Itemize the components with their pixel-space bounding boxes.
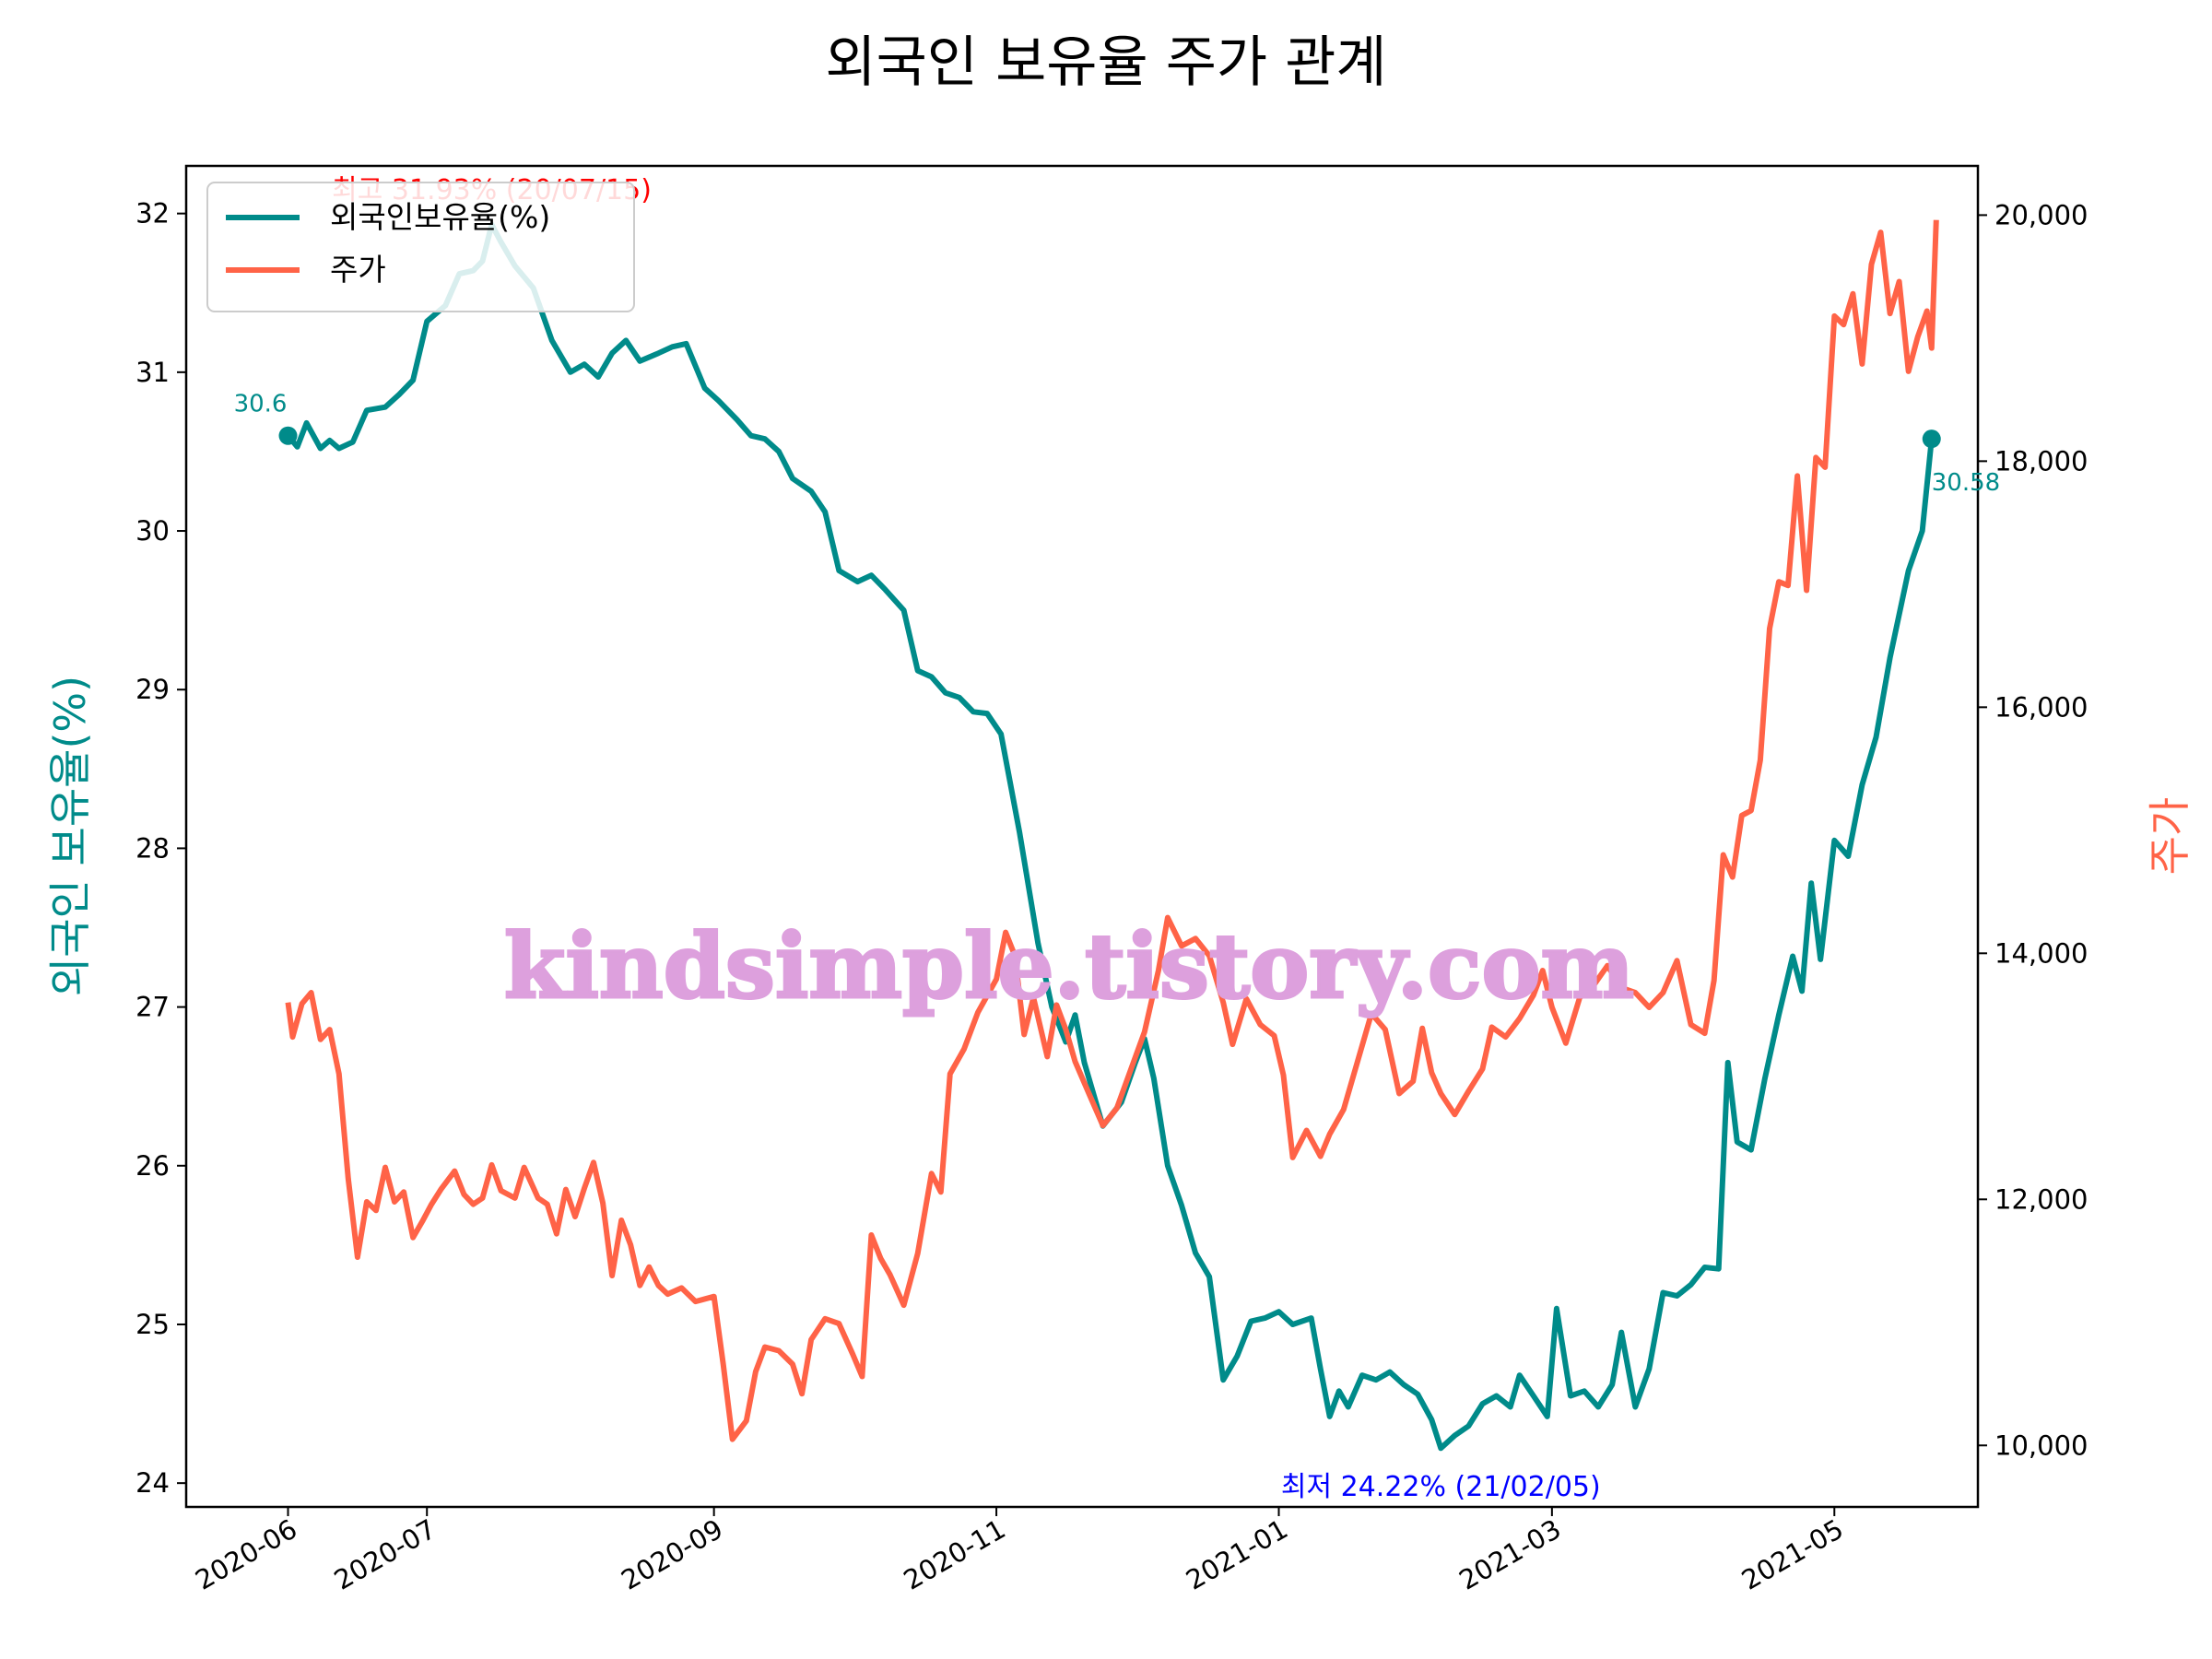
right-tick-label: 14,000 <box>1994 937 2088 969</box>
end-value-label: 30.58 <box>1932 469 2000 497</box>
left-y-axis-label: 외국인 보유율(%) <box>45 676 95 996</box>
series-lines <box>285 219 1939 1452</box>
left-tick-label: 24 <box>135 1467 170 1499</box>
left-tick-label: 27 <box>135 992 170 1023</box>
left-tick-label: 25 <box>135 1309 170 1340</box>
x-tick-label: 2020-07 <box>329 1513 441 1596</box>
legend-label-ownership: 외국인보유율(%) <box>330 199 550 235</box>
x-tick-label: 2020-06 <box>190 1513 302 1596</box>
left-tick-label: 29 <box>135 674 170 705</box>
start-value-label: 30.6 <box>234 391 288 418</box>
right-y-axis-label: 주가 <box>2145 797 2194 876</box>
x-tick-label: 2020-11 <box>899 1513 1011 1596</box>
x-tick-label: 2020-09 <box>616 1513 728 1596</box>
series-line-price <box>285 219 1939 1442</box>
chart-title: 외국인 보유율 주가 관계 <box>825 30 1386 95</box>
left-tick-label: 26 <box>135 1150 170 1182</box>
series-line-ownership <box>286 221 1935 1452</box>
right-tick-label: 12,000 <box>1994 1183 2088 1215</box>
x-tick-label: 2021-01 <box>1181 1513 1293 1596</box>
x-tick-label: 2021-03 <box>1453 1513 1566 1596</box>
watermark: kindsimple.tistory.com <box>504 914 1634 1018</box>
left-tick-label: 28 <box>135 832 170 864</box>
right-tick-label: 20,000 <box>1994 199 2088 230</box>
right-tick-label: 16,000 <box>1994 691 2088 723</box>
left-tick-label: 32 <box>135 198 170 229</box>
plot-area <box>285 219 1939 1452</box>
left-tick-label: 31 <box>135 357 170 388</box>
plot-frame <box>184 164 1980 1509</box>
x-axis: 2020-06 2020-07 2020-09 2020-11 2021-01 2021-… <box>190 1507 1849 1596</box>
legend: 외국인보유율(%) 주가 <box>206 182 635 312</box>
right-y-axis: 10,000 12,000 14,000 16,000 18,000 20,000 <box>1978 199 2088 1461</box>
left-y-axis: 24 25 26 27 28 29 30 31 32 <box>135 198 186 1499</box>
start-marker <box>278 426 298 445</box>
left-tick-label: 30 <box>135 515 170 547</box>
right-tick-label: 10,000 <box>1994 1430 2088 1461</box>
legend-label-price: 주가 <box>330 252 386 288</box>
end-marker <box>1922 429 1941 449</box>
right-tick-label: 18,000 <box>1994 445 2088 477</box>
min-annotation: 최저 24.22% (21/02/05) <box>1281 1471 1601 1503</box>
legend-box <box>206 182 635 312</box>
x-tick-label: 2021-05 <box>1736 1513 1849 1596</box>
